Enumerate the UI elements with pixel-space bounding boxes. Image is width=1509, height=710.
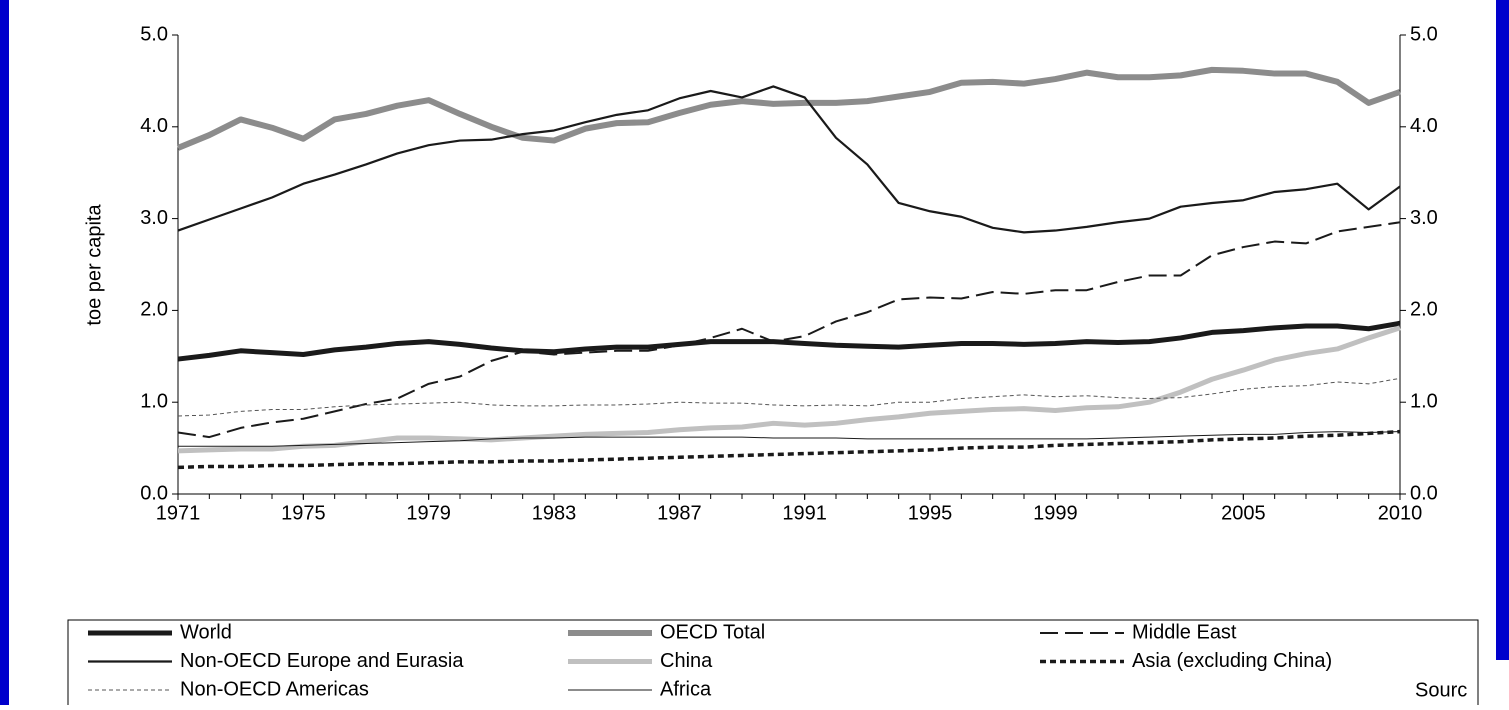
x-tick-label: 2010 — [1378, 502, 1423, 524]
y-tick-label: 4.0 — [140, 115, 168, 137]
right-border — [1496, 0, 1509, 660]
legend-label: Non-OECD Americas — [180, 678, 369, 700]
y2-tick-label: 4.0 — [1410, 115, 1438, 137]
x-tick-label: 2005 — [1221, 502, 1266, 524]
legend-box — [67, 619, 1479, 710]
y-tick-label: 2.0 — [140, 299, 168, 321]
x-tick-label: 1987 — [657, 502, 702, 524]
legend-label: Middle East — [1132, 621, 1237, 643]
y-tick-label: 5.0 — [140, 23, 168, 45]
y2-tick-label: 0.0 — [1410, 482, 1438, 504]
legend-label: Africa — [660, 678, 712, 700]
y-tick-label: 0.0 — [140, 482, 168, 504]
legend-label: Non-OECD Europe and Eurasia — [180, 650, 464, 672]
series-line — [176, 66, 1401, 151]
source-note: Sourc — [1415, 679, 1467, 701]
y2-tick-label: 5.0 — [1410, 23, 1438, 45]
legend-label: OECD Total — [660, 621, 765, 643]
series-line — [177, 377, 1401, 417]
x-tick-label: 1971 — [156, 502, 201, 524]
series-line — [177, 221, 1401, 439]
y-axis-label: toe per capita — [83, 204, 105, 326]
series-line — [178, 431, 1401, 447]
x-tick-label: 1975 — [281, 502, 326, 524]
left-border — [0, 0, 9, 705]
x-tick-label: 1999 — [1033, 502, 1078, 524]
y-tick-label: 3.0 — [140, 207, 168, 229]
series-line — [177, 325, 1401, 454]
series-line — [177, 85, 1401, 234]
x-tick-label: 1979 — [406, 502, 451, 524]
legend-label: World — [180, 621, 232, 643]
y-tick-label: 1.0 — [140, 390, 168, 412]
y2-tick-label: 2.0 — [1410, 299, 1438, 321]
x-tick-label: 1983 — [532, 502, 577, 524]
y2-tick-label: 3.0 — [1410, 207, 1438, 229]
x-tick-label: 1995 — [908, 502, 953, 524]
legend-label: China — [660, 650, 713, 672]
legend-label: Asia (excluding China) — [1132, 650, 1332, 672]
series-line — [177, 320, 1401, 362]
series-line — [177, 429, 1401, 470]
x-tick-label: 1991 — [782, 502, 827, 524]
y2-tick-label: 1.0 — [1410, 390, 1438, 412]
